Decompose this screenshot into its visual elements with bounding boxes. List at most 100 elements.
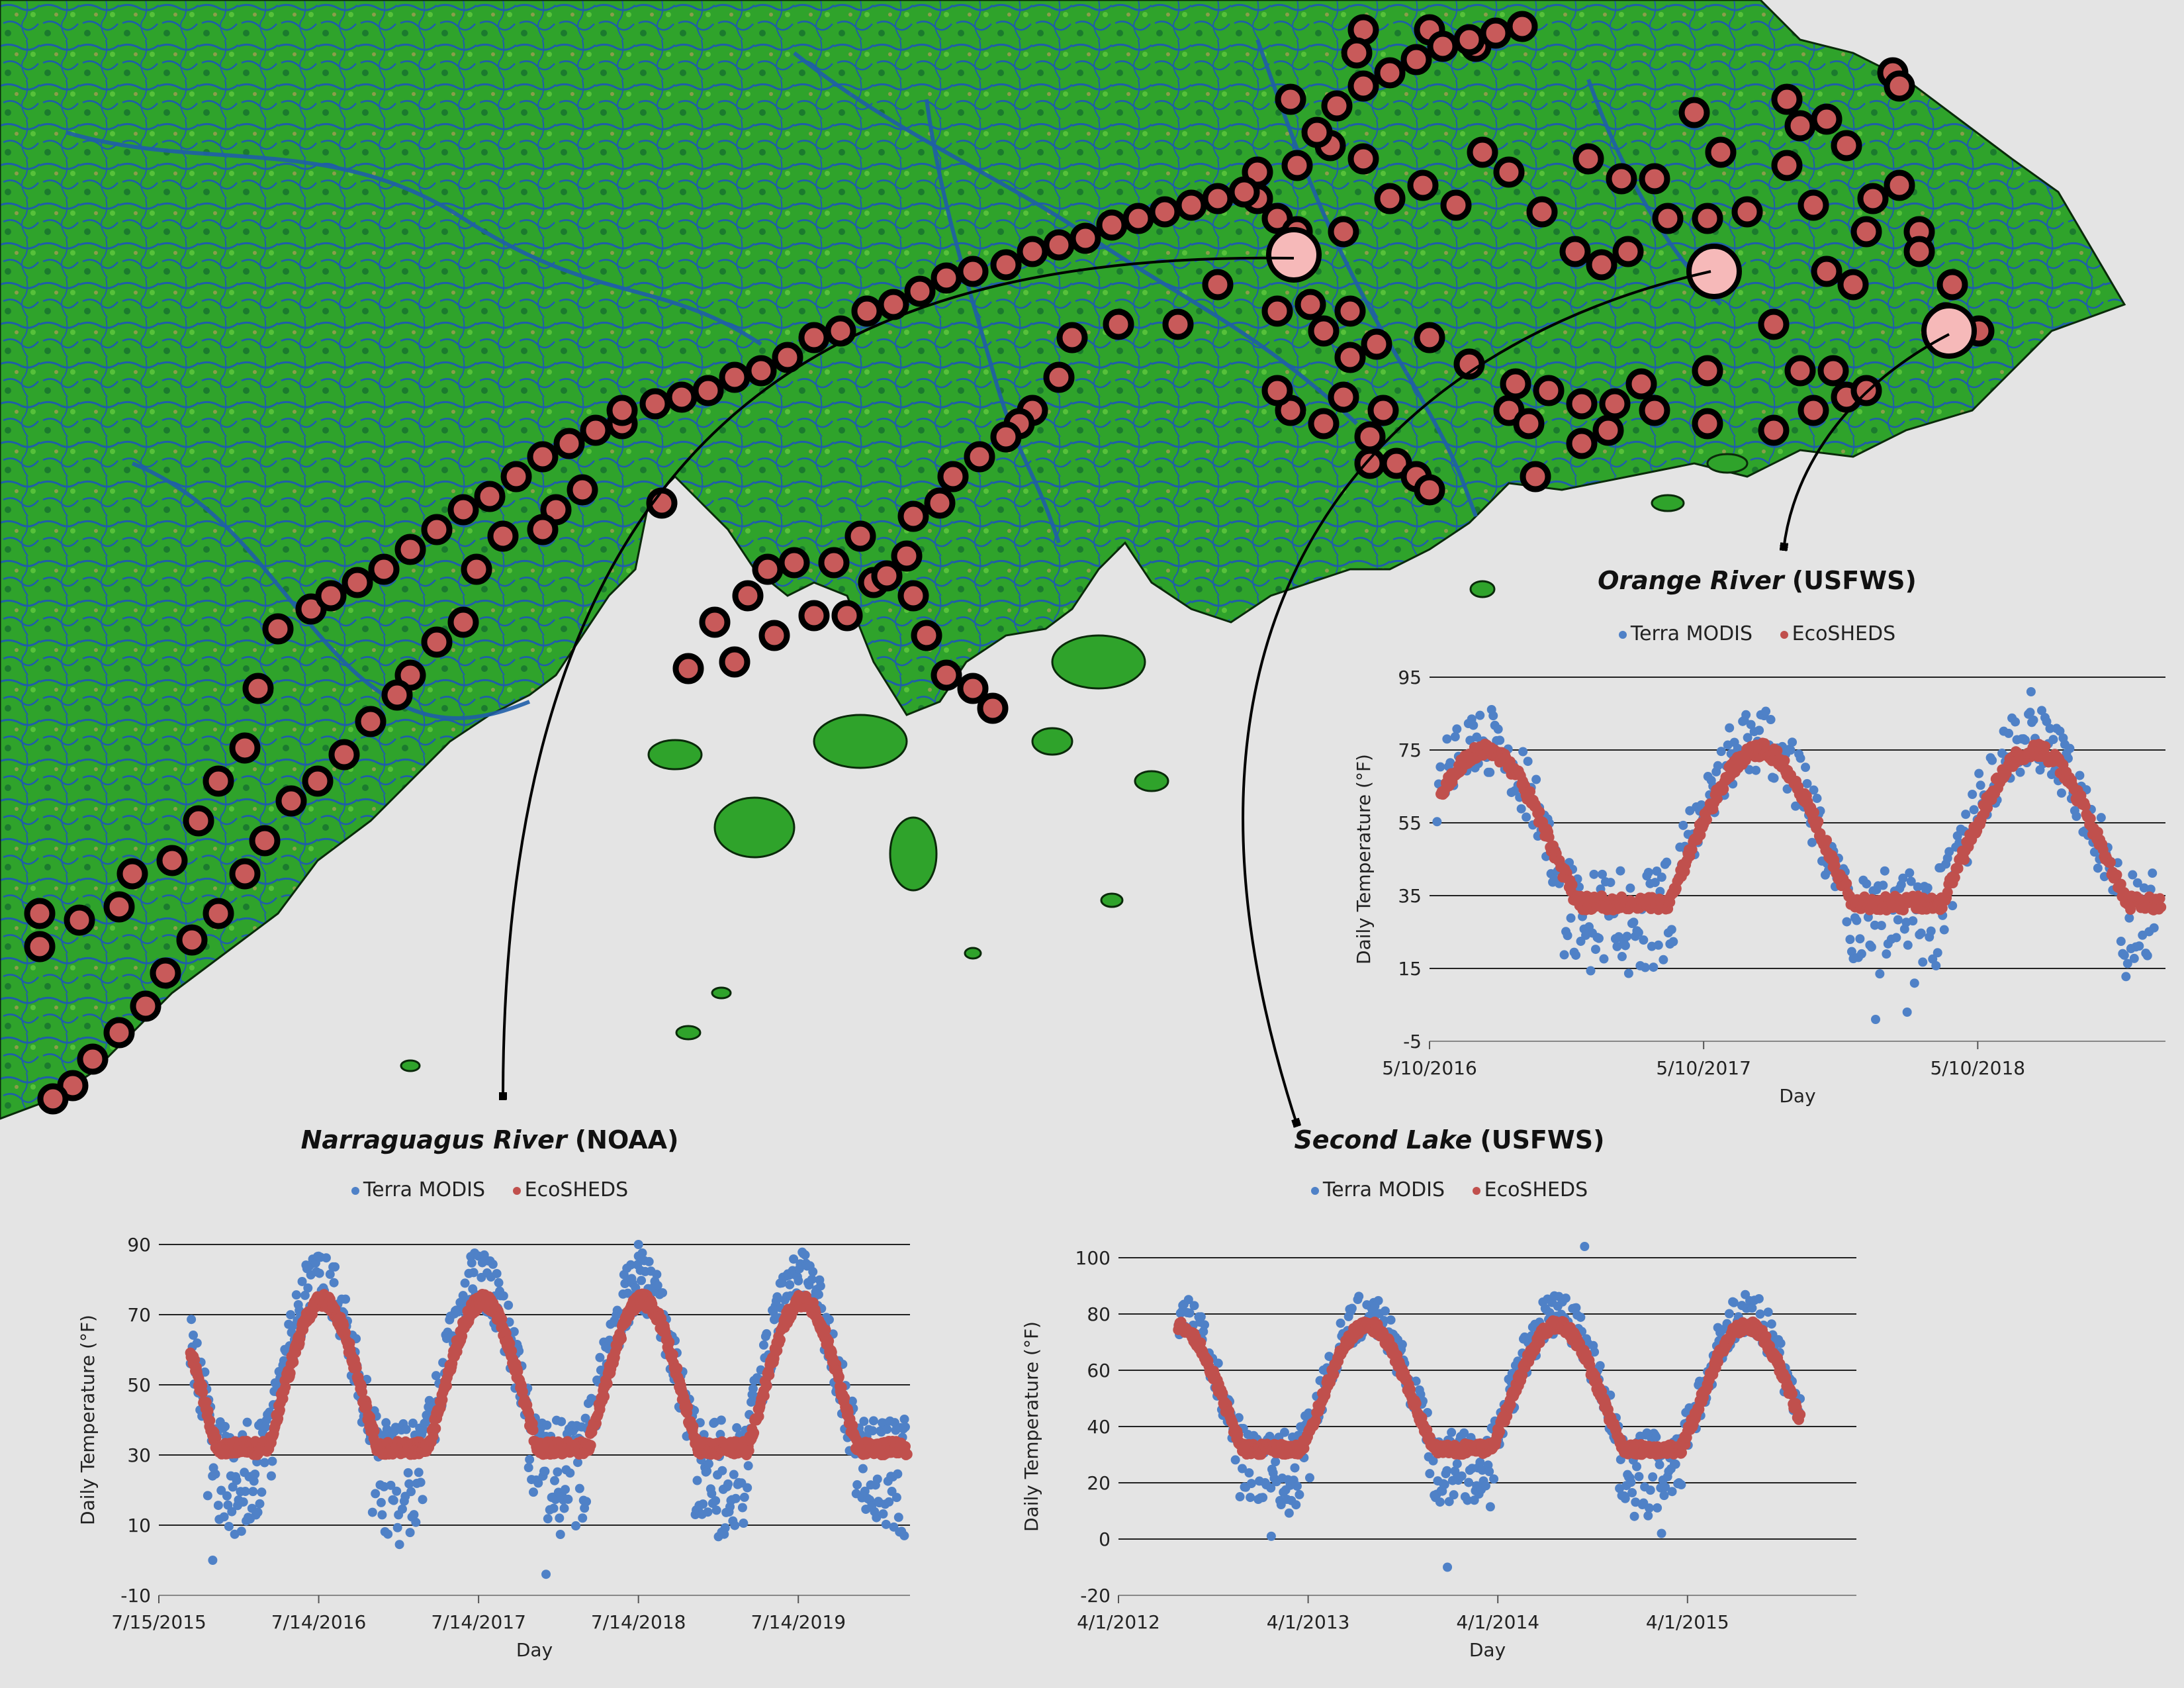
data-point (201, 1397, 212, 1408)
data-point (703, 1507, 713, 1517)
data-point (321, 1253, 331, 1263)
data-point (785, 1280, 795, 1289)
y-tick-label: -20 (1080, 1585, 1111, 1607)
connector-arrow (503, 256, 1295, 1099)
site-marker (150, 957, 181, 989)
data-point (729, 1470, 739, 1479)
data-point (1200, 1320, 1210, 1330)
data-point (582, 1497, 592, 1507)
data-point (732, 1423, 742, 1432)
data-point (1909, 978, 1919, 988)
data-point (2065, 743, 2075, 753)
data-point (361, 1401, 373, 1413)
data-point (1271, 1457, 1281, 1467)
data-point (512, 1366, 523, 1377)
data-point (1629, 917, 1639, 927)
data-point (555, 1530, 565, 1540)
site-marker (1639, 163, 1670, 195)
data-point (555, 1513, 565, 1523)
data-point (1435, 762, 1445, 772)
data-point (717, 1527, 727, 1537)
data-point (1968, 790, 1978, 800)
data-point (653, 1280, 662, 1290)
data-point (1265, 1431, 1275, 1441)
data-point (711, 1496, 721, 1506)
site-marker (1692, 408, 1723, 440)
site-marker (1692, 203, 1723, 234)
data-point (253, 1507, 263, 1517)
site-marker (1301, 117, 1333, 148)
data-point (430, 1423, 441, 1434)
data-point (1626, 1477, 1636, 1487)
site-marker (871, 560, 903, 592)
data-point (236, 1526, 246, 1536)
data-point (397, 1504, 407, 1514)
data-point (1495, 735, 1505, 745)
data-point (1891, 933, 1901, 943)
site-marker (1572, 143, 1604, 175)
data-point (762, 1329, 772, 1338)
data-point (404, 1479, 414, 1489)
data-point (893, 1469, 903, 1479)
x-axis-title: Day (1779, 1085, 1815, 1107)
data-point (1518, 747, 1528, 757)
data-point (1949, 872, 1960, 883)
site-marker (1122, 203, 1154, 234)
data-point (330, 1262, 340, 1272)
y-tick-label: 100 (1075, 1247, 1111, 1269)
data-point (2154, 893, 2165, 904)
site-marker (1936, 269, 1968, 301)
data-point (1754, 726, 1764, 735)
connector-arrow (1784, 333, 1950, 549)
site-marker (1354, 447, 1386, 479)
site-marker (527, 441, 559, 473)
data-point (1428, 1456, 1438, 1466)
site-marker (719, 361, 751, 393)
site-marker (1771, 150, 1803, 181)
data-point (1796, 753, 1805, 763)
data-point (1475, 710, 1485, 720)
site-marker (1328, 216, 1359, 248)
site-marker (818, 547, 850, 579)
data-point (1779, 755, 1790, 766)
data-point (261, 1422, 271, 1432)
data-point (1469, 720, 1479, 730)
data-point (405, 1528, 415, 1538)
x-tick-label: 4/1/2013 (1267, 1611, 1350, 1633)
data-point (2142, 951, 2152, 961)
legend-label: EcoSHEDS (1792, 622, 1896, 645)
data-point (2042, 717, 2052, 727)
data-point (553, 1467, 563, 1477)
data-point (764, 1370, 775, 1381)
data-point (1639, 935, 1649, 945)
site-marker (1440, 189, 1472, 221)
site-marker (1400, 44, 1432, 75)
data-point (351, 1362, 362, 1374)
data-point (1961, 810, 1971, 820)
series-ecosheds (1435, 737, 2167, 915)
data-point (2122, 959, 2132, 968)
data-point (1505, 1399, 1516, 1410)
data-point (1944, 847, 1954, 857)
data-point (409, 1510, 419, 1520)
data-point (1701, 814, 1712, 825)
data-point (2037, 706, 2047, 716)
chart-title: Second Lake (USFWS) (1019, 1125, 1880, 1154)
site-marker (1347, 70, 1379, 102)
data-point (514, 1346, 524, 1356)
data-point (884, 1497, 894, 1507)
data-point (644, 1256, 654, 1266)
terra-marker-icon (1310, 1186, 1319, 1195)
data-point (1766, 1319, 1776, 1329)
data-point (1668, 937, 1678, 947)
data-point (297, 1276, 307, 1286)
connector-arrows (503, 256, 1950, 1125)
data-point (599, 1391, 610, 1402)
site-marker (1281, 150, 1313, 181)
data-point (1906, 876, 1916, 886)
data-point (2056, 788, 2066, 798)
site-marker (1453, 24, 1485, 56)
data-point (1443, 1562, 1453, 1572)
data-point (758, 1340, 768, 1350)
data-point (394, 1540, 404, 1550)
